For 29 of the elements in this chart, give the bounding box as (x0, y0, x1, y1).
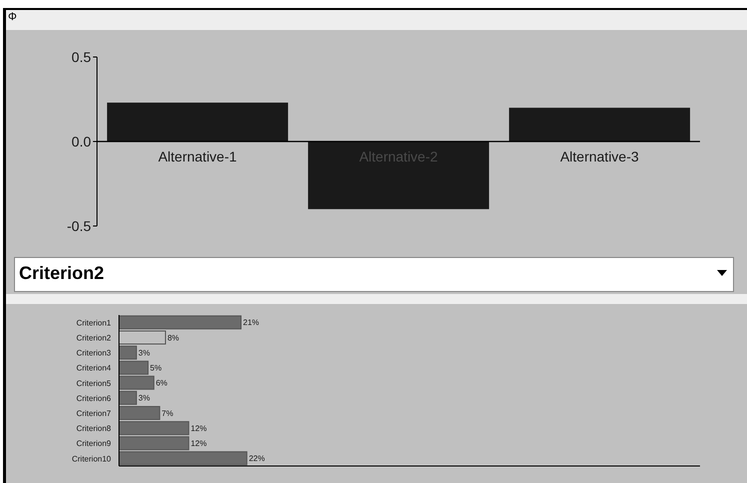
y-tick-label: Criterion4 (76, 364, 112, 373)
data-label: 8% (167, 333, 180, 342)
data-label: 3% (138, 394, 150, 403)
y-tick-label: Criterion5 (76, 378, 112, 388)
x-tick-label: Alternative-3 (560, 148, 640, 164)
y-tick-label: Criterion2 (76, 333, 112, 342)
bar (509, 108, 690, 142)
y-tick-label: Criterion1 (76, 318, 112, 328)
data-label: 3% (138, 348, 150, 358)
data-label: 6% (156, 378, 168, 388)
chart-title: Φ (8, 11, 17, 23)
data-label: 12% (190, 424, 207, 433)
data-label: 7% (162, 408, 174, 418)
bar (107, 102, 288, 142)
x-tick-label: Alternative-1 (158, 148, 238, 164)
y-tick-label: Criterion6 (76, 394, 112, 403)
y-tick-label: Criterion7 (76, 408, 112, 418)
data-label: 21% (243, 318, 260, 328)
y-tick-label: 0.5 (72, 48, 92, 65)
data-label: 5% (150, 364, 162, 373)
y-tick-label: Criterion8 (76, 424, 112, 434)
data-label: 22% (248, 454, 265, 464)
y-tick-label: Criterion9 (76, 439, 112, 448)
data-label: 12% (190, 439, 207, 448)
y-tick-label: Criterion10 (72, 454, 112, 464)
y-tick-label: 0.0 (72, 133, 92, 150)
bar (308, 142, 490, 210)
y-tick-label: -0.5 (66, 218, 92, 234)
y-tick-label: Criterion3 (76, 348, 112, 358)
